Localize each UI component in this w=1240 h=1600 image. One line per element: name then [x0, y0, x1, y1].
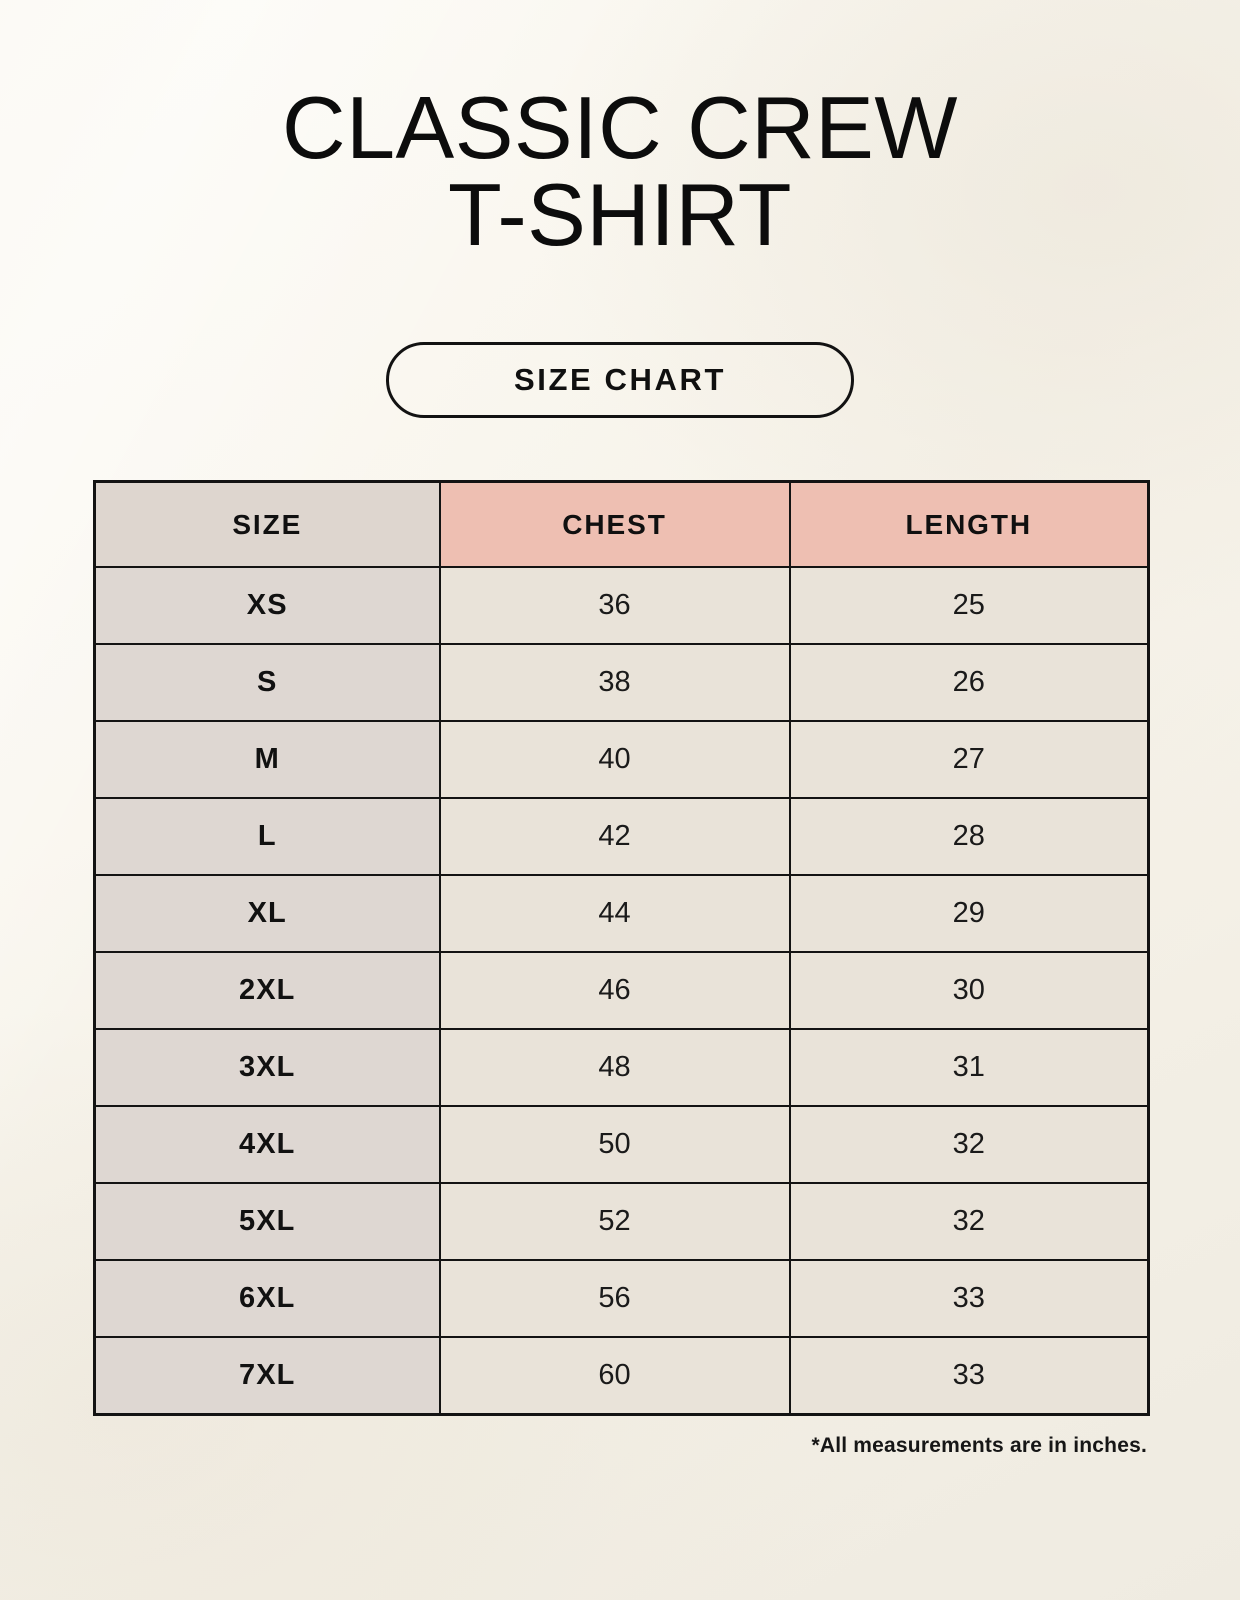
- cell-chest: 56: [438, 1259, 791, 1339]
- cell-size: 7XL: [93, 1336, 441, 1416]
- cell-chest: 60: [438, 1336, 791, 1416]
- cell-chest: 36: [438, 566, 791, 646]
- cell-size: 3XL: [93, 1028, 441, 1108]
- cell-size: L: [93, 797, 441, 877]
- cell-size: S: [93, 643, 441, 723]
- cell-size: 2XL: [93, 951, 441, 1031]
- cell-size: 6XL: [93, 1259, 441, 1339]
- size-chart-badge-label: SIZE CHART: [514, 362, 726, 398]
- page-title: CLASSIC CREW T-SHIRT: [0, 84, 1240, 265]
- cell-chest: 48: [438, 1028, 791, 1108]
- cell-length: 27: [788, 720, 1150, 800]
- cell-length: 28: [788, 797, 1150, 877]
- cell-chest: 40: [438, 720, 791, 800]
- page-title-line-1: CLASSIC CREW: [282, 78, 958, 177]
- size-table-container: SIZE CHEST LENGTH XS 36 25 S 38 26 M 40 27 L 42 28 X…: [93, 480, 1150, 1416]
- table-row: 5XL 52 32: [93, 1182, 1150, 1262]
- table-row: S 38 26: [93, 643, 1150, 723]
- table-body: XS 36 25 S 38 26 M 40 27 L 42 28 XL 44 29 2XL 46 30 3XL 48 3…: [93, 566, 1150, 1416]
- cell-length: 30: [788, 951, 1150, 1031]
- cell-size: XS: [93, 566, 441, 646]
- cell-chest: 52: [438, 1182, 791, 1262]
- table-row: XS 36 25: [93, 566, 1150, 646]
- cell-size: M: [93, 720, 441, 800]
- cell-size: XL: [93, 874, 441, 954]
- cell-size: 5XL: [93, 1182, 441, 1262]
- table-row: XL 44 29: [93, 874, 1150, 954]
- table-row: M 40 27: [93, 720, 1150, 800]
- cell-length: 31: [788, 1028, 1150, 1108]
- cell-chest: 38: [438, 643, 791, 723]
- title-block: CLASSIC CREW T-SHIRT: [0, 0, 1240, 265]
- table-row: 3XL 48 31: [93, 1028, 1150, 1108]
- cell-length: 32: [788, 1182, 1150, 1262]
- cell-chest: 42: [438, 797, 791, 877]
- size-chart-badge: SIZE CHART: [386, 342, 854, 419]
- badge-container: SIZE CHART: [0, 342, 1240, 419]
- column-header-length: LENGTH: [788, 480, 1150, 569]
- column-header-chest: CHEST: [438, 480, 791, 569]
- cell-length: 33: [788, 1259, 1150, 1339]
- table-row: L 42 28: [93, 797, 1150, 877]
- measurements-footnote: *All measurements are in inches.: [811, 1433, 1147, 1457]
- table-row: 6XL 56 33: [93, 1259, 1150, 1339]
- table-row: 2XL 46 30: [93, 951, 1150, 1031]
- cell-size: 4XL: [93, 1105, 441, 1185]
- cell-length: 26: [788, 643, 1150, 723]
- table-header-row: SIZE CHEST LENGTH: [93, 480, 1150, 569]
- table-header: SIZE CHEST LENGTH: [93, 480, 1150, 569]
- size-chart-table: SIZE CHEST LENGTH XS 36 25 S 38 26 M 40 27 L 42 28 X…: [93, 480, 1150, 1416]
- cell-length: 33: [788, 1336, 1150, 1416]
- cell-length: 29: [788, 874, 1150, 954]
- cell-length: 32: [788, 1105, 1150, 1185]
- cell-chest: 44: [438, 874, 791, 954]
- cell-chest: 50: [438, 1105, 791, 1185]
- footnote-container: *All measurements are in inches.: [93, 1434, 1147, 1458]
- cell-chest: 46: [438, 951, 791, 1031]
- table-row: 7XL 60 33: [93, 1336, 1150, 1416]
- column-header-size: SIZE: [93, 480, 441, 569]
- page-title-line-2: T-SHIRT: [447, 165, 793, 265]
- cell-length: 25: [788, 566, 1150, 646]
- table-row: 4XL 50 32: [93, 1105, 1150, 1185]
